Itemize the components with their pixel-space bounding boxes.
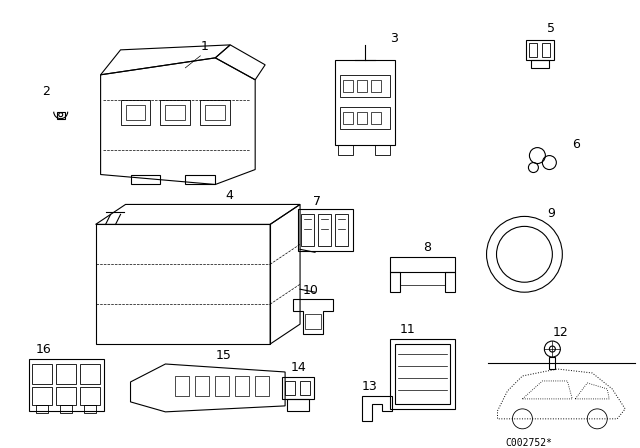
- Text: 6: 6: [572, 138, 580, 151]
- Text: 15: 15: [215, 349, 231, 362]
- Bar: [338, 145, 353, 155]
- Bar: [390, 272, 400, 292]
- Bar: [165, 105, 186, 120]
- Bar: [175, 376, 189, 396]
- Bar: [285, 381, 295, 395]
- Bar: [390, 257, 454, 272]
- Text: 5: 5: [547, 22, 556, 35]
- Bar: [357, 112, 367, 124]
- Text: 1: 1: [200, 40, 208, 53]
- Bar: [32, 364, 52, 384]
- Text: 4: 4: [225, 190, 233, 202]
- Bar: [215, 376, 229, 396]
- Bar: [29, 359, 104, 411]
- Bar: [529, 43, 538, 57]
- Bar: [32, 387, 52, 405]
- Bar: [161, 100, 190, 125]
- Text: 3: 3: [390, 32, 397, 45]
- Bar: [79, 364, 100, 384]
- Bar: [236, 376, 249, 396]
- Text: 12: 12: [552, 326, 568, 339]
- Bar: [255, 376, 269, 396]
- Text: 9: 9: [547, 207, 556, 220]
- Bar: [395, 344, 450, 404]
- Bar: [300, 381, 310, 395]
- Text: 2: 2: [42, 85, 50, 98]
- Bar: [375, 145, 390, 155]
- Bar: [318, 215, 331, 246]
- Bar: [371, 112, 381, 124]
- Bar: [57, 112, 65, 119]
- Bar: [549, 357, 556, 369]
- Text: 11: 11: [400, 323, 415, 336]
- Bar: [301, 215, 314, 246]
- Bar: [79, 387, 100, 405]
- Bar: [36, 405, 48, 413]
- Bar: [340, 107, 390, 129]
- Bar: [343, 112, 353, 124]
- Bar: [371, 80, 381, 92]
- Bar: [287, 399, 309, 411]
- Text: 14: 14: [291, 361, 307, 374]
- Text: C002752*: C002752*: [506, 438, 552, 448]
- Bar: [205, 105, 225, 120]
- Bar: [84, 405, 95, 413]
- Text: 16: 16: [36, 343, 52, 356]
- Bar: [390, 339, 454, 409]
- Bar: [125, 105, 145, 120]
- Bar: [527, 40, 554, 60]
- Bar: [357, 80, 367, 92]
- Bar: [120, 100, 150, 125]
- Bar: [445, 272, 454, 292]
- Bar: [343, 80, 353, 92]
- Bar: [531, 60, 549, 68]
- Bar: [95, 224, 270, 344]
- Bar: [335, 215, 348, 246]
- Bar: [542, 43, 550, 57]
- Bar: [200, 100, 230, 125]
- Bar: [282, 377, 314, 399]
- Text: 7: 7: [313, 195, 321, 208]
- Bar: [56, 364, 76, 384]
- Text: 13: 13: [362, 380, 378, 393]
- Bar: [56, 387, 76, 405]
- Bar: [60, 405, 72, 413]
- Text: 10: 10: [303, 284, 319, 297]
- Bar: [340, 75, 390, 97]
- Bar: [195, 376, 209, 396]
- Text: 8: 8: [422, 241, 431, 254]
- Bar: [298, 209, 353, 251]
- Bar: [305, 314, 321, 329]
